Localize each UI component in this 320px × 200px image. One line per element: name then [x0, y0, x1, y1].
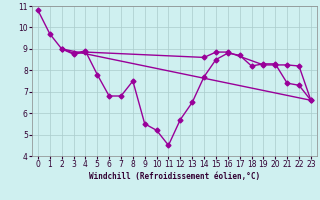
X-axis label: Windchill (Refroidissement éolien,°C): Windchill (Refroidissement éolien,°C) [89, 172, 260, 181]
